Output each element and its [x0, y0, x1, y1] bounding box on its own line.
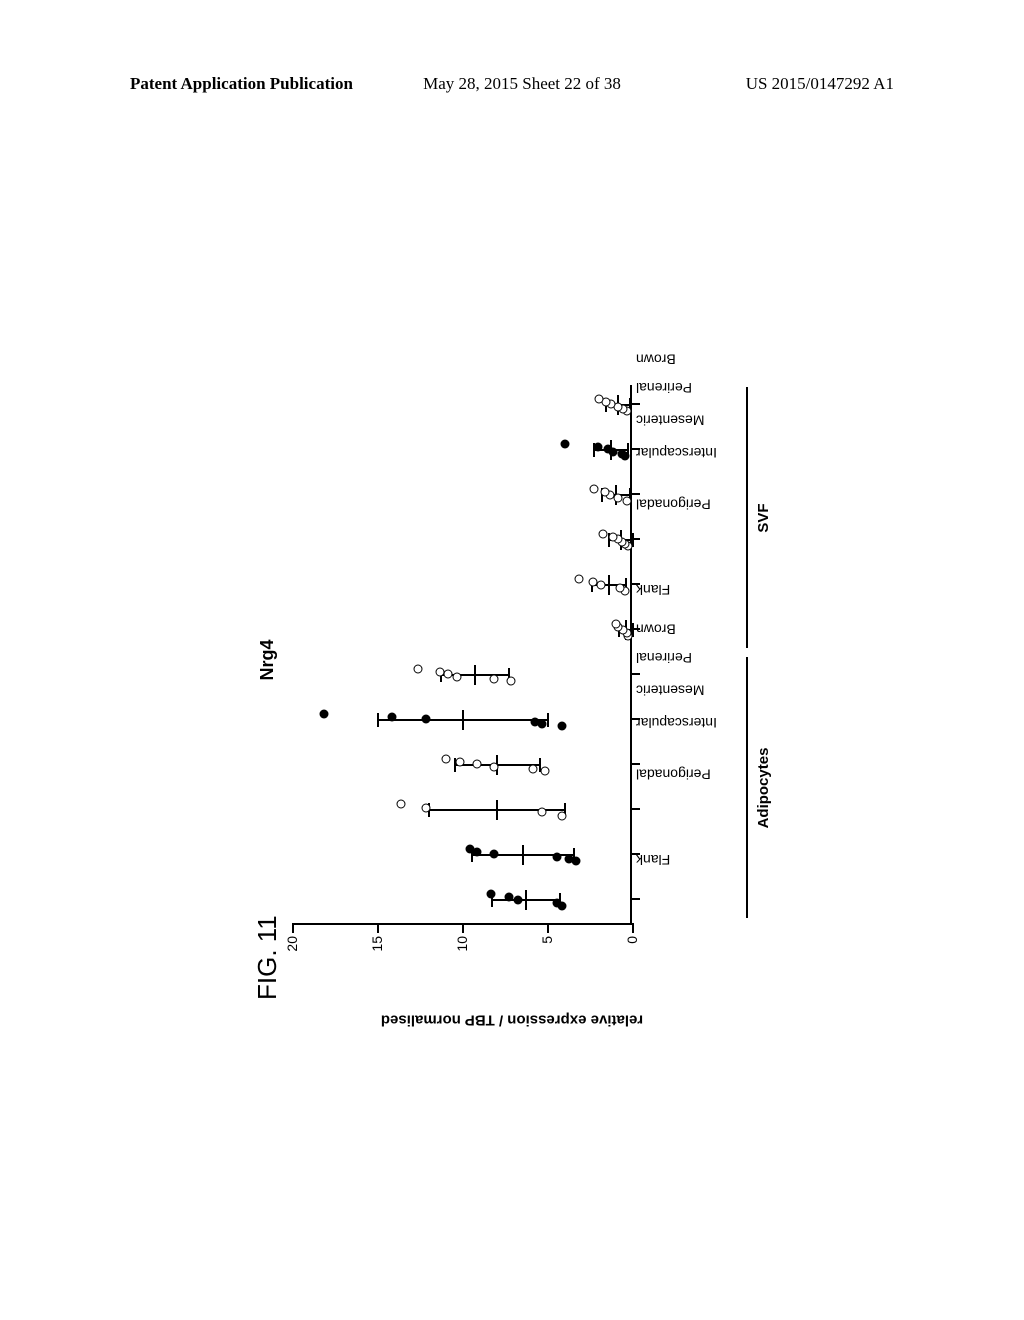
data-point: [452, 672, 461, 681]
group-label: SVF: [755, 503, 772, 532]
y-tick: [632, 923, 634, 933]
group-label: Adipocytes: [755, 748, 772, 829]
data-point: [603, 445, 612, 454]
data-point: [486, 890, 495, 899]
data-point: [590, 485, 599, 494]
x-tick: [630, 404, 640, 406]
mean-cap: [608, 576, 610, 596]
data-point: [561, 440, 570, 449]
data-point: [598, 530, 607, 539]
data-point: [490, 675, 499, 684]
x-tick-label: Interscapular: [636, 716, 717, 732]
x-tick-label: Flank: [636, 852, 670, 868]
data-point: [609, 532, 618, 541]
x-tick: [630, 764, 640, 766]
data-point: [597, 581, 606, 590]
header-right: US 2015/0147292 A1: [746, 74, 894, 94]
x-tick: [630, 584, 640, 586]
data-point: [466, 845, 475, 854]
x-tick-label: Perirenal: [636, 380, 692, 396]
data-point: [615, 584, 624, 593]
error-cap: [377, 714, 379, 728]
y-tick: [377, 923, 379, 933]
data-point: [507, 677, 516, 686]
y-tick-label: 10: [454, 936, 470, 961]
data-point: [529, 765, 538, 774]
y-axis-label: relative expression / TBP normalised: [381, 1012, 643, 1029]
data-point: [595, 395, 604, 404]
group-line: [746, 658, 748, 919]
header-mid: May 28, 2015 Sheet 22 of 38: [423, 74, 621, 94]
data-point: [320, 710, 329, 719]
data-point: [513, 896, 522, 905]
data-point: [612, 620, 621, 629]
figure-wrapper: FIG. 11 Nrg4 relative expression / TBP n…: [262, 340, 762, 980]
data-point: [422, 715, 431, 724]
figure-label: FIG. 11: [252, 915, 283, 1000]
data-point: [422, 804, 431, 813]
header-left: Patent Application Publication: [130, 74, 353, 94]
plot-area: 05101520FlankPerigonadalInterscapularMes…: [292, 385, 632, 925]
data-point: [614, 494, 623, 503]
x-tick-label: Brown: [636, 622, 676, 638]
y-tick-label: 15: [369, 936, 385, 961]
data-point: [558, 812, 567, 821]
y-tick: [462, 923, 464, 933]
mean-cap: [474, 666, 476, 686]
x-tick-label: Mesenteric: [636, 413, 704, 429]
data-point: [388, 712, 397, 721]
y-tick-label: 0: [624, 936, 640, 961]
x-tick: [630, 494, 640, 496]
data-point: [473, 760, 482, 769]
x-tick-label: Mesenteric: [636, 683, 704, 699]
data-point: [505, 893, 514, 902]
data-point: [564, 855, 573, 864]
data-point: [575, 575, 584, 584]
mean-cap: [522, 846, 524, 866]
y-tick: [292, 923, 294, 933]
x-tick-label: Perigonadal: [636, 767, 711, 783]
group-line: [746, 388, 748, 649]
y-tick-label: 5: [539, 936, 555, 961]
data-point: [558, 722, 567, 731]
data-point: [413, 665, 422, 674]
data-point: [530, 717, 539, 726]
y-tick: [547, 923, 549, 933]
x-tick: [630, 449, 640, 451]
x-tick: [630, 719, 640, 721]
x-tick: [630, 854, 640, 856]
data-point: [490, 850, 499, 859]
x-tick-label: Perirenal: [636, 650, 692, 666]
data-point: [541, 767, 550, 776]
data-point: [593, 442, 602, 451]
x-tick: [630, 809, 640, 811]
y-tick-label: 20: [284, 936, 300, 961]
error-cap: [547, 714, 549, 728]
data-point: [396, 800, 405, 809]
mean-cap: [496, 801, 498, 821]
chart-title: Nrg4: [257, 639, 278, 680]
data-point: [444, 670, 453, 679]
data-point: [490, 762, 499, 771]
x-tick-label: Interscapular: [636, 446, 717, 462]
data-point: [456, 757, 465, 766]
data-point: [552, 852, 561, 861]
data-point: [600, 488, 609, 497]
x-tick: [630, 899, 640, 901]
data-point: [442, 755, 451, 764]
data-point: [537, 808, 546, 817]
data-point: [622, 497, 631, 506]
x-tick-label: Flank: [636, 582, 670, 598]
mean-cap: [462, 711, 464, 731]
x-tick: [630, 674, 640, 676]
data-point: [588, 578, 597, 587]
data-point: [617, 450, 626, 459]
data-point: [435, 667, 444, 676]
x-tick-label: Perigonadal: [636, 497, 711, 513]
x-tick-label: Brown: [636, 352, 676, 368]
mean-cap: [525, 891, 527, 911]
data-point: [552, 899, 561, 908]
